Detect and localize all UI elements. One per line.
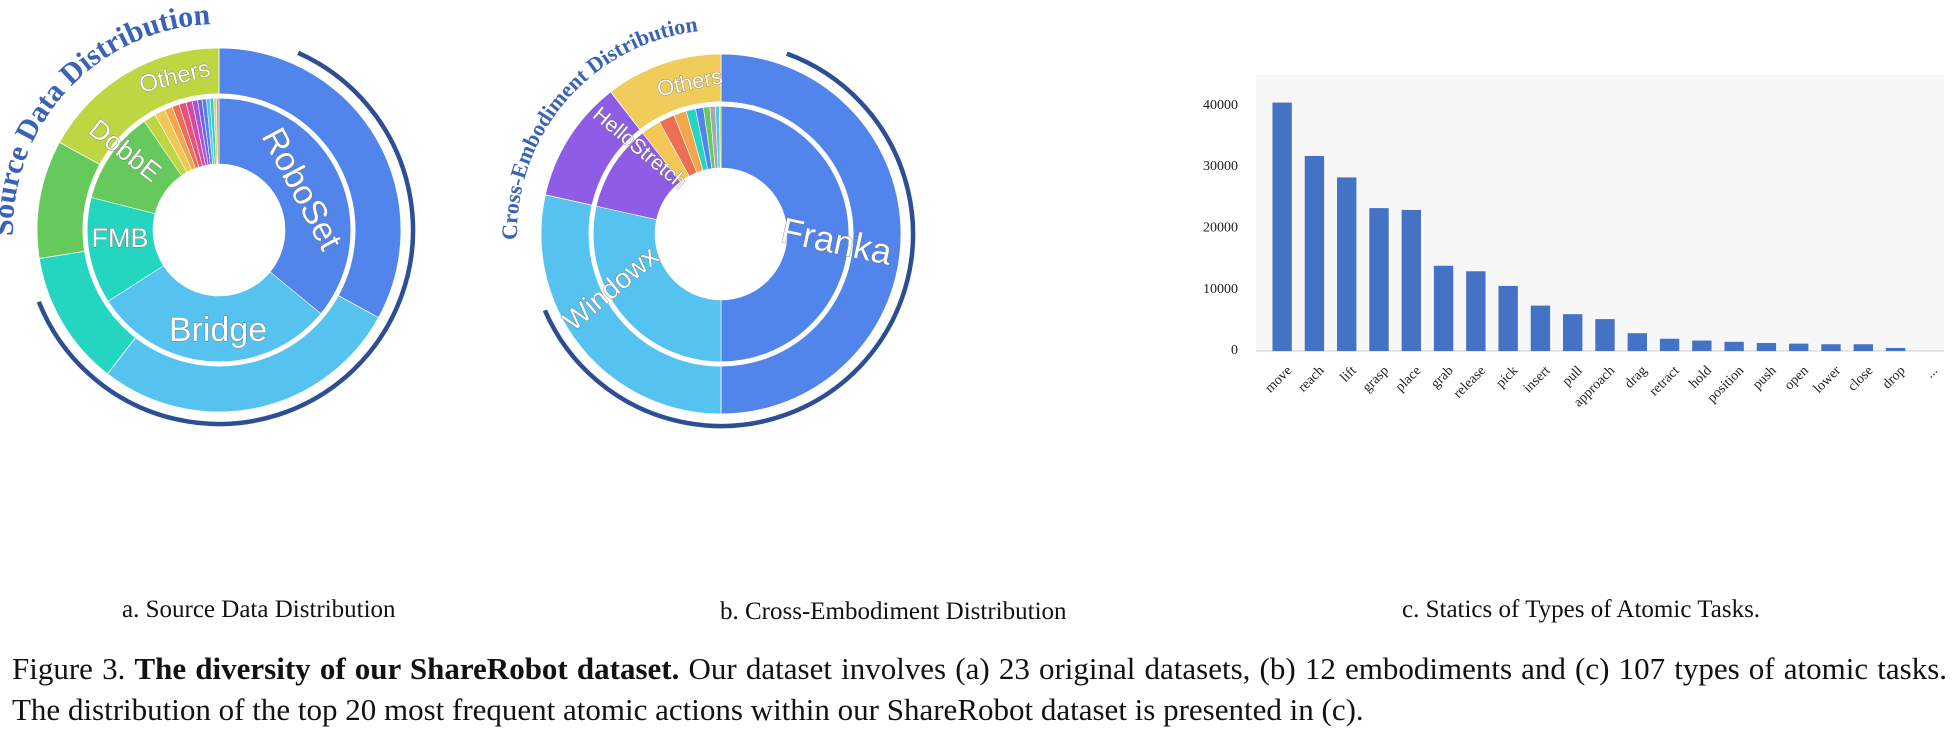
y-tick-label: 30000 — [1203, 159, 1238, 174]
label-inner-fmb: FMB — [92, 223, 149, 253]
bar-insert — [1530, 305, 1551, 351]
ring-separator — [588, 101, 854, 367]
frame-arc — [542, 51, 916, 429]
bar-retract — [1659, 338, 1680, 351]
y-tick-label: 0 — [1231, 343, 1238, 358]
subcaption-a: a. Source Data Distribution — [122, 596, 396, 623]
bar-push — [1756, 343, 1777, 351]
cross-embodiment-panel: Cross-Embodiment Distribution Franka Windo… — [497, 0, 1180, 600]
x-tick-label: push — [1750, 363, 1779, 392]
x-tick-label: release — [1451, 363, 1489, 401]
bar-open — [1789, 343, 1809, 351]
bar-approach — [1595, 319, 1615, 351]
y-tick-label: 10000 — [1203, 282, 1238, 297]
x-tick-label: insert — [1521, 363, 1554, 396]
x-tick-label: lift — [1338, 363, 1360, 385]
bar-place — [1401, 209, 1421, 351]
bar-close — [1853, 344, 1873, 351]
figure-caption-text: Our dataset involves (a) 23 original dat… — [12, 651, 1948, 727]
x-tick-label: pick — [1494, 363, 1522, 391]
figure-caption: Figure 3. The diversity of our ShareRobo… — [12, 648, 1947, 730]
figure-label: Figure 3. — [12, 651, 126, 686]
source-data-sunburst: Source Data DistributionRoboSetBridgeFMB… — [0, 0, 416, 427]
x-tick-label: pull — [1560, 363, 1586, 389]
x-tick-label: drop — [1880, 363, 1909, 392]
x-tick-label: grasp — [1360, 363, 1392, 395]
bar-pull — [1563, 314, 1583, 351]
frame-arc — [36, 50, 416, 427]
x-tick-label: position — [1705, 363, 1748, 406]
x-tick-label: grab — [1428, 363, 1456, 391]
x-tick-label: lower — [1811, 363, 1844, 396]
ring-separator — [82, 93, 356, 367]
plot-background — [1256, 75, 1944, 351]
center-hole — [153, 164, 285, 296]
x-tick-label: place — [1393, 363, 1424, 394]
x-tick-label: ... — [1923, 363, 1941, 381]
atomic-tasks-panel: 0 10000 20000 30000 40000 move reach lift grasp p… — [1203, 0, 1954, 600]
x-tick-label: move — [1263, 363, 1296, 396]
x-tick-label: open — [1782, 363, 1812, 393]
bar-move — [1272, 102, 1292, 351]
x-tick-label: reach — [1295, 363, 1327, 395]
bar-release — [1466, 271, 1486, 351]
subcaption-c: c. Statics of Types of Atomic Tasks. — [1402, 596, 1761, 623]
center-hole — [655, 168, 787, 300]
figure-caption-bold: The diversity of our ShareRobot dataset. — [134, 651, 680, 686]
bar-grasp — [1369, 208, 1389, 351]
bar-hold — [1692, 340, 1712, 351]
bar-lift — [1337, 177, 1357, 351]
y-tick-label: 20000 — [1203, 221, 1238, 236]
x-tick-label: close — [1845, 363, 1876, 394]
bar-drag — [1627, 333, 1647, 351]
bar-lower — [1821, 344, 1841, 351]
bar-pick — [1498, 285, 1518, 351]
cross-embodiment-sunburst: Cross-Embodiment DistributionFrankaWindo… — [497, 11, 916, 429]
bar-position — [1724, 341, 1744, 351]
x-tick-label: retract — [1647, 363, 1683, 399]
source-data-panel: Source Data DistributionRoboSetBridgeFMB… — [0, 0, 560, 600]
x-tick-label: hold — [1687, 363, 1715, 391]
subcaption-b: b. Cross-Embodiment Distribution — [720, 598, 1067, 625]
bar-reach — [1304, 155, 1325, 351]
bar-drop — [1885, 347, 1906, 351]
label-inner-bridge: Bridge — [169, 311, 267, 349]
x-tick-label: drag — [1622, 363, 1650, 391]
bar-grab — [1433, 265, 1454, 351]
y-tick-label: 40000 — [1203, 98, 1238, 113]
